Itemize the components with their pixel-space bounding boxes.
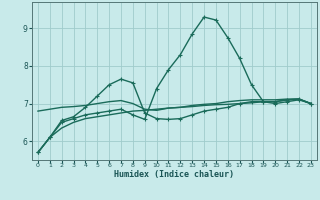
X-axis label: Humidex (Indice chaleur): Humidex (Indice chaleur) — [115, 170, 234, 179]
